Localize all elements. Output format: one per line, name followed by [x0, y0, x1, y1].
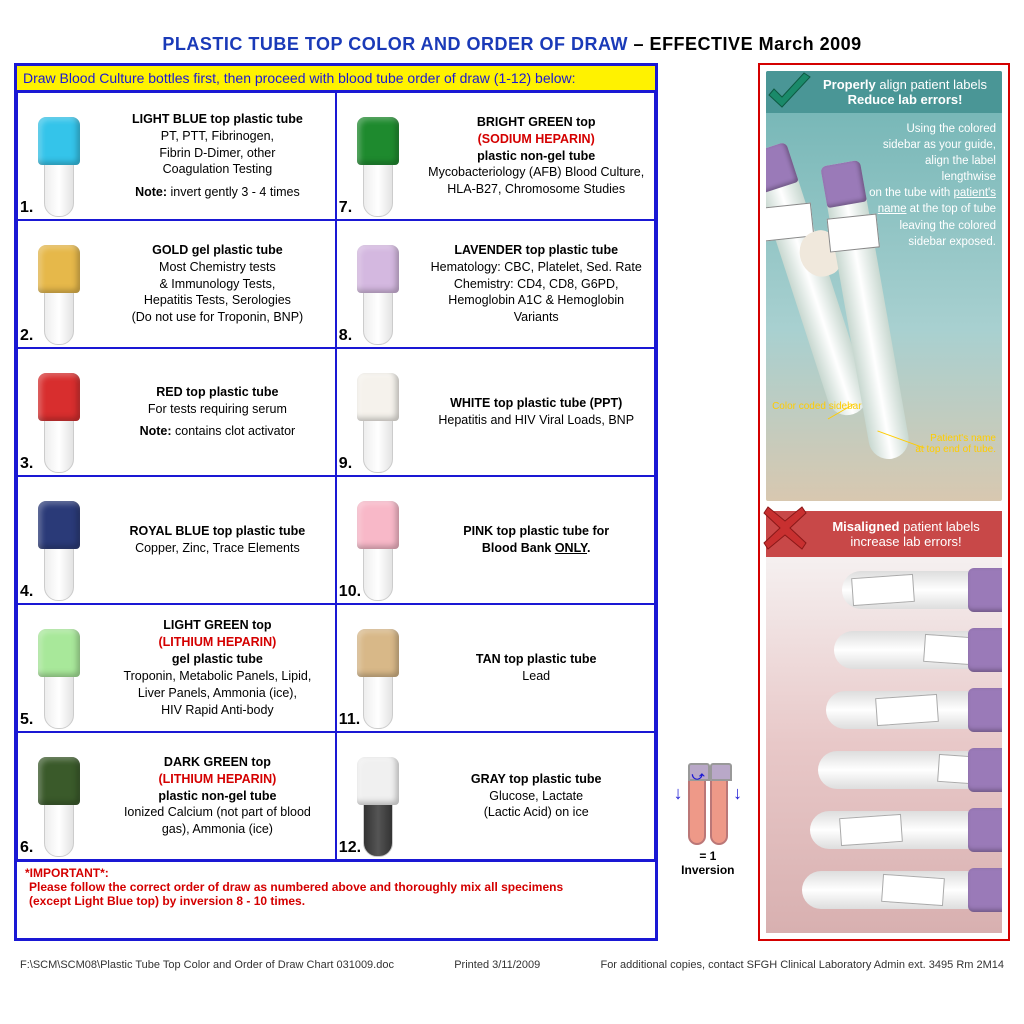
footer: F:\SCM\SCM08\Plastic Tube Top Color and … [14, 959, 1010, 971]
misaligned-box: Misaligned patient labelsincrease lab er… [766, 511, 1002, 933]
yellow-instruction-bar: Draw Blood Culture bottles first, then p… [17, 66, 655, 92]
page-title: PLASTIC TUBE TOP COLOR AND ORDER OF DRAW… [14, 34, 1010, 55]
tube-cell-12: 12. GRAY top plastic tube Glucose, Lacta… [336, 732, 655, 860]
tube-cell-9: 9. WHITE top plastic tube (PPT) Hepatiti… [336, 348, 655, 476]
tube-cell-2: 2. GOLD gel plastic tube Most Chemistry … [17, 220, 336, 348]
tube-cell-6: 6. DARK GREEN top (LITHIUM HEPARIN) plas… [17, 732, 336, 860]
checkmark-icon [766, 71, 814, 119]
tube-cell-4: 4. ROYAL BLUE top plastic tube Copper, Z… [17, 476, 336, 604]
title-blue: PLASTIC TUBE TOP COLOR AND ORDER OF DRAW [162, 34, 628, 54]
tube-cell-5: 5. LIGHT GREEN top (LITHIUM HEPARIN) gel… [17, 604, 336, 732]
tube-cell-3: 3. RED top plastic tube For tests requir… [17, 348, 336, 476]
footer-path: F:\SCM\SCM08\Plastic Tube Top Color and … [20, 959, 394, 971]
tube-cell-7: 7. BRIGHT GREEN top (SODIUM HEPARIN) pla… [336, 92, 655, 220]
inversion-diagram: ↓ ↓ ⤻ = 1 Inversion [678, 775, 738, 877]
callout-name: Patient's nameat top end of tube. [915, 433, 996, 455]
tube-cell-11: 11. TAN top plastic tube Lead [336, 604, 655, 732]
label-alignment-panel: Properly align patient labelsReduce lab … [758, 63, 1010, 941]
tube-cell-10: 10. PINK top plastic tube forBlood Bank … [336, 476, 655, 604]
important-note: *IMPORTANT*: Please follow the correct o… [17, 860, 655, 914]
x-icon [762, 505, 808, 551]
title-black: – EFFECTIVE March 2009 [628, 34, 862, 54]
footer-contact: For additional copies, contact SFGH Clin… [600, 959, 1004, 971]
tube-cell-8: 8. LAVENDER top plastic tube Hematology:… [336, 220, 655, 348]
inversion-label: = 1 Inversion [678, 849, 738, 877]
tube-cell-1: 1. LIGHT BLUE top plastic tube PT, PTT, … [17, 92, 336, 220]
footer-date: Printed 3/11/2009 [454, 959, 540, 971]
proper-instruction-text: Using the colored sidebar as your guide,… [862, 113, 1002, 258]
order-of-draw-chart: Draw Blood Culture bottles first, then p… [14, 63, 658, 941]
proper-alignment-box: Properly align patient labelsReduce lab … [766, 71, 1002, 501]
